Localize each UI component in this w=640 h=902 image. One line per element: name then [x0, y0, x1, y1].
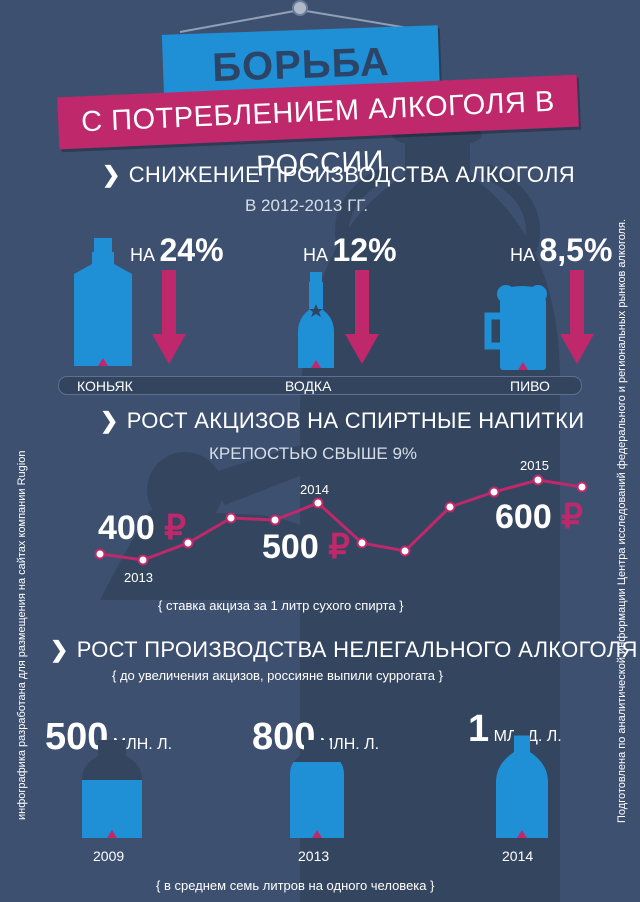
chart-point — [488, 486, 500, 498]
section3-subheading: { до увеличения акцизов, россияне выпили… — [112, 668, 443, 683]
bottle-year-2013: 2013 — [298, 848, 330, 864]
section2-subheading: КРЕПОСТЬЮ СВЫШЕ 9% — [209, 444, 418, 463]
price-2015: 600 ₽ — [495, 498, 583, 536]
excise-trend-line — [99, 478, 583, 562]
chart-point — [444, 501, 456, 513]
year-label-2013: 2013 — [124, 570, 153, 585]
beer-mug-icon — [484, 285, 547, 370]
vodka-label: ВОДКА — [285, 378, 332, 394]
chart-point — [182, 537, 194, 549]
chart-point — [225, 512, 237, 524]
cognac-bottle-icon — [74, 238, 132, 366]
chart-point — [269, 514, 281, 526]
bottle-2009-icon — [82, 740, 142, 838]
year-label-2014: 2014 — [300, 482, 329, 497]
vodka-percent: НА 12% — [303, 232, 397, 268]
illegal-2009-value: 500 МЛН. Л. — [45, 716, 173, 758]
chart-point — [532, 474, 544, 486]
vodka-bottle-icon — [298, 272, 334, 368]
illegal-2013-value: 800 МЛН. Л. — [252, 716, 380, 758]
bottle-2014-icon — [496, 730, 548, 838]
section2-heading: ❯ РОСТ АКЦИЗОВ НА СПИРТНЫЕ НАПИТКИ — [100, 408, 585, 433]
section1-subheading: В 2012-2013 ГГ. — [245, 196, 369, 215]
chart-point — [576, 481, 588, 493]
cognac-label: КОНЬЯК — [77, 378, 133, 394]
beer-percent: НА 8,5% — [510, 232, 613, 268]
average-note: { в среднем семь литров на одного челове… — [156, 878, 435, 893]
year-label-2015: 2015 — [520, 458, 549, 473]
chart-point — [312, 497, 324, 509]
chart-point — [356, 537, 368, 549]
bottle-2013-icon — [290, 740, 344, 838]
chart-point — [94, 548, 106, 560]
price-2013: 400 ₽ — [98, 509, 186, 547]
cognac-percent: НА 24% — [130, 232, 224, 268]
arrow-down-icon — [152, 270, 186, 364]
shelf — [58, 376, 582, 395]
chart-point — [399, 545, 411, 557]
bottle-year-2014: 2014 — [502, 848, 534, 864]
beer-label: ПИВО — [510, 378, 550, 394]
price-2014: 500 ₽ — [262, 528, 350, 566]
arrow-down-icon — [560, 270, 594, 364]
excise-note: { ставка акциза за 1 литр сухого спирта … — [158, 598, 404, 613]
arrow-down-icon — [345, 270, 379, 364]
section3-heading: ❯ РОСТ ПРОИЗВОДСТВА НЕЛЕГАЛЬНОГО АЛКОГОЛЯ — [50, 637, 638, 662]
chart-point — [137, 554, 149, 566]
bottle-year-2009: 2009 — [93, 848, 125, 864]
section1-heading: ❯ СНИЖЕНИЕ ПРОИЗВОДСТВА АЛКОГОЛЯ — [102, 162, 575, 187]
